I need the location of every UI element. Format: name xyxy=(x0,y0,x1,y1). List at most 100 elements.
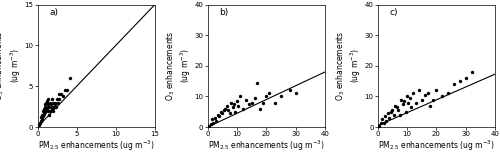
Point xyxy=(392,104,400,107)
Point xyxy=(390,114,398,116)
Point xyxy=(375,125,383,127)
Point xyxy=(232,111,239,113)
Point xyxy=(397,98,405,101)
Point xyxy=(456,80,464,82)
Point xyxy=(224,109,232,111)
Point xyxy=(211,117,219,119)
Point xyxy=(222,104,230,107)
Point xyxy=(408,106,416,108)
Point xyxy=(386,117,394,119)
Point xyxy=(381,115,389,118)
Point xyxy=(409,92,417,95)
Point xyxy=(432,89,440,92)
Point xyxy=(63,89,71,92)
Point xyxy=(438,95,446,98)
Point xyxy=(254,82,262,84)
Point xyxy=(394,109,402,111)
Point xyxy=(45,114,53,116)
Point xyxy=(265,92,273,95)
Point xyxy=(52,101,60,104)
Point xyxy=(406,97,414,99)
Point xyxy=(48,97,56,100)
Point xyxy=(462,77,469,79)
Point xyxy=(242,98,250,101)
Point xyxy=(43,100,51,102)
Point xyxy=(384,112,392,115)
Point xyxy=(230,103,238,105)
Point xyxy=(256,108,264,110)
Point xyxy=(42,111,50,114)
Point xyxy=(378,118,386,121)
Point xyxy=(39,115,47,118)
Point xyxy=(393,106,401,108)
Point xyxy=(56,97,64,100)
Point xyxy=(42,108,50,110)
Point xyxy=(239,108,247,110)
X-axis label: PM$_{2.5}$ enhancements (ug m$^{-3}$): PM$_{2.5}$ enhancements (ug m$^{-3}$) xyxy=(38,139,154,153)
Point xyxy=(43,106,51,109)
Point xyxy=(286,89,294,92)
Point xyxy=(404,101,412,104)
Point xyxy=(236,95,244,98)
Point xyxy=(250,97,258,99)
Point xyxy=(277,95,285,98)
Point xyxy=(412,101,420,104)
Point xyxy=(271,101,279,104)
Point xyxy=(214,114,222,116)
Point xyxy=(260,101,268,104)
Point xyxy=(48,105,56,108)
Point xyxy=(387,111,395,113)
X-axis label: PM$_{2.5}$ enhancements (ug m$^{-3}$): PM$_{2.5}$ enhancements (ug m$^{-3}$) xyxy=(208,139,324,153)
Point xyxy=(212,120,220,122)
Point xyxy=(398,103,406,105)
Point xyxy=(430,98,438,101)
Point xyxy=(248,101,256,104)
Point xyxy=(376,121,384,124)
Point xyxy=(217,111,225,113)
Point xyxy=(262,95,270,98)
Point xyxy=(35,123,43,126)
Point xyxy=(420,94,428,96)
Y-axis label: O$_3$ enhancements
(ug m$^{-3}$): O$_3$ enhancements (ug m$^{-3}$) xyxy=(164,31,193,101)
Point xyxy=(216,115,224,118)
Point xyxy=(44,97,52,100)
Point xyxy=(45,105,53,108)
Point xyxy=(48,108,56,110)
Point xyxy=(61,89,69,92)
Point xyxy=(38,114,46,116)
Point xyxy=(57,93,65,96)
Point xyxy=(50,103,58,106)
Point xyxy=(220,109,228,111)
Point xyxy=(418,98,426,101)
Point xyxy=(382,120,390,122)
Point xyxy=(54,101,62,104)
Point xyxy=(46,101,54,104)
Point xyxy=(40,105,48,108)
Point xyxy=(38,116,46,119)
Point xyxy=(468,71,475,73)
Point xyxy=(50,105,58,108)
Point xyxy=(46,110,54,112)
Point xyxy=(49,110,57,112)
Point xyxy=(221,108,229,110)
Y-axis label: O$_3$ enhancements
(ug m$^{-3}$): O$_3$ enhancements (ug m$^{-3}$) xyxy=(334,31,363,101)
Point xyxy=(403,95,411,98)
Point xyxy=(54,93,62,96)
Point xyxy=(44,103,52,106)
Point xyxy=(400,100,408,102)
Point xyxy=(36,119,44,122)
Text: a): a) xyxy=(49,8,58,17)
Point xyxy=(53,97,61,100)
Text: b): b) xyxy=(220,8,228,17)
Point xyxy=(49,101,57,104)
Point xyxy=(227,101,235,104)
Point xyxy=(206,123,214,125)
Point xyxy=(426,104,434,107)
Point xyxy=(244,103,252,105)
Point xyxy=(36,122,44,124)
Point xyxy=(38,118,46,120)
Point xyxy=(226,112,234,115)
Point xyxy=(218,112,226,115)
Point xyxy=(396,114,404,116)
Point xyxy=(42,101,50,104)
